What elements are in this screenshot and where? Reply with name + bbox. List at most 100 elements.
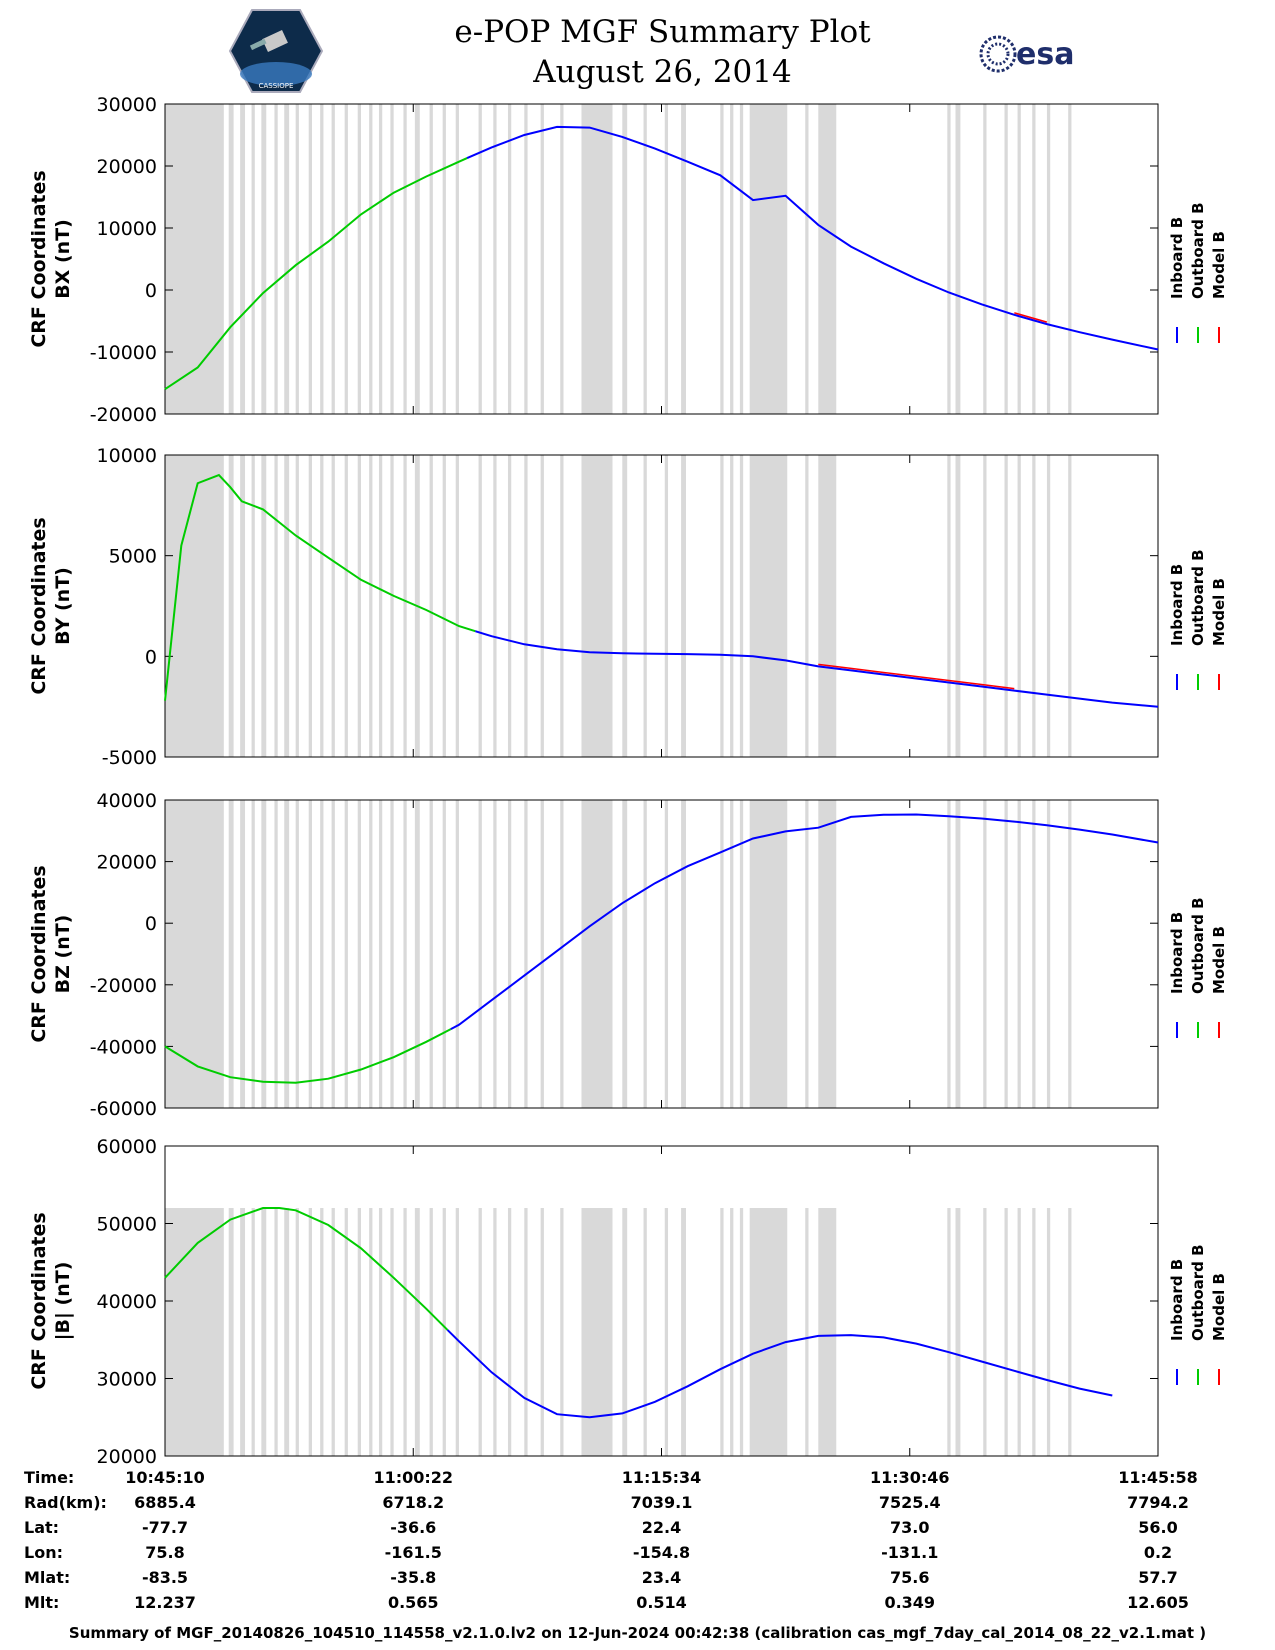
data-gap-band	[739, 104, 744, 414]
data-gap-band	[681, 104, 686, 414]
data-gap-band	[308, 455, 312, 757]
data-gap-band	[1004, 800, 1008, 1108]
data-gap-band	[720, 800, 724, 1108]
y-axis-label-line1: CRF Coordinates	[28, 517, 50, 694]
data-gap-band	[1046, 800, 1051, 1108]
legend-label: Inboard B	[1168, 217, 1186, 299]
y-tick-label: 60000	[97, 1136, 157, 1158]
data-gap-band	[805, 455, 809, 757]
data-gap-band	[643, 104, 647, 414]
data-gap-band	[228, 800, 234, 1108]
data-gap-band	[581, 104, 613, 414]
table-cell: 0.514	[636, 1593, 687, 1612]
legend-label: Model B	[1210, 1273, 1228, 1341]
y-axis-label: CRF Coordinates BX (nT)	[28, 170, 74, 347]
data-gap-band	[622, 455, 628, 757]
data-gap-band	[749, 800, 788, 1108]
model-b-line	[818, 663, 1015, 690]
data-gap-band	[228, 455, 234, 757]
data-gap-band	[429, 455, 433, 757]
table-cell: 0.349	[884, 1593, 935, 1612]
data-gap-band	[251, 104, 255, 414]
data-gap-band	[720, 1208, 724, 1456]
legend-label: Outboard B	[1189, 897, 1207, 994]
data-gap-band	[955, 104, 961, 414]
data-gap-band	[331, 1208, 335, 1456]
data-gap-band	[818, 1208, 837, 1456]
data-gap-band	[308, 800, 312, 1108]
data-gap-band	[455, 800, 459, 1108]
y-tick-label: -20000	[90, 404, 157, 426]
cassiope-mission-logo: CASSIOPE	[228, 9, 324, 93]
data-gap-band	[524, 1208, 528, 1456]
data-gap-band	[165, 800, 224, 1108]
data-gap-band	[390, 104, 394, 414]
data-gap-band	[749, 455, 788, 757]
data-gap-band	[344, 1208, 348, 1456]
data-gap-band	[165, 104, 224, 414]
model-b-line	[1014, 312, 1048, 323]
outboard-b-line	[164, 1028, 452, 1084]
data-gap-band	[664, 1208, 669, 1456]
data-gap-band	[442, 800, 446, 1108]
y-tick-label: 0	[145, 280, 157, 302]
data-gap-band	[1017, 455, 1021, 757]
data-gap-band	[560, 1208, 564, 1456]
panel-1: 30000 20000 10000 0 -10000 -20000 CRF Coordina…	[28, 94, 1228, 426]
data-gap-band	[1017, 1208, 1021, 1456]
data-gap-band	[165, 455, 224, 757]
data-gap-band	[524, 800, 528, 1108]
data-gap-band	[478, 1208, 482, 1456]
data-gap-band	[414, 800, 420, 1108]
data-gap-band	[664, 104, 669, 414]
data-gap-band	[947, 800, 951, 1108]
table-cell: 7794.2	[1127, 1493, 1189, 1512]
data-gap-band	[681, 1208, 686, 1456]
y-tick-label: -5000	[102, 747, 157, 769]
data-gap-band	[320, 104, 324, 414]
data-gap-band	[378, 455, 383, 757]
svg-text:esa: esa	[1016, 37, 1074, 72]
table-cell: -36.6	[390, 1518, 436, 1537]
data-gap-band	[1032, 800, 1036, 1108]
legend-label: Outboard B	[1189, 549, 1207, 646]
data-gap-band	[284, 455, 290, 757]
data-gap-band	[560, 800, 564, 1108]
data-gap-band	[581, 1208, 613, 1456]
data-gap-band	[947, 104, 951, 414]
y-tick-label: 10000	[97, 445, 157, 467]
data-gap-band	[1046, 455, 1051, 757]
y-tick-label: -60000	[90, 1098, 157, 1120]
data-gap-band	[1004, 104, 1008, 414]
data-gap-band	[739, 800, 744, 1108]
data-gap-band	[240, 455, 246, 757]
data-gap-band	[274, 104, 278, 414]
data-gap-band	[1046, 104, 1051, 414]
panel-4: 60000 50000 40000 30000 20000 CRF Coordinates…	[28, 1136, 1228, 1468]
table-cell: 11:00:22	[373, 1468, 453, 1487]
data-gap-band	[805, 1208, 809, 1456]
data-gap-band	[947, 455, 951, 757]
data-gap-band	[261, 800, 267, 1108]
legend-label: Model B	[1210, 231, 1228, 299]
data-gap-band	[403, 104, 407, 414]
y-tick-label: 5000	[109, 546, 157, 568]
data-gap-band	[540, 455, 544, 757]
data-gap-band	[240, 800, 246, 1108]
data-gap-band	[581, 455, 613, 757]
data-gap-band	[240, 104, 246, 414]
data-gap-band	[1017, 800, 1021, 1108]
footer-caption: Summary of MGF_20140826_104510_114558_v2…	[68, 1624, 1207, 1642]
y-tick-label: 20000	[97, 1446, 157, 1468]
data-gap-band	[1017, 104, 1021, 414]
data-gap-band	[414, 104, 420, 414]
y-tick-labels: 10000 5000 0 -5000	[97, 445, 157, 769]
data-gap-band	[739, 1208, 744, 1456]
y-axis-label: CRF Coordinates |B| (nT)	[28, 1212, 74, 1389]
table-cell: 23.4	[642, 1568, 681, 1587]
data-gap-band	[228, 1208, 234, 1456]
data-gap-band	[251, 800, 255, 1108]
data-gap-band	[507, 1208, 512, 1456]
data-gap-band	[818, 800, 837, 1108]
